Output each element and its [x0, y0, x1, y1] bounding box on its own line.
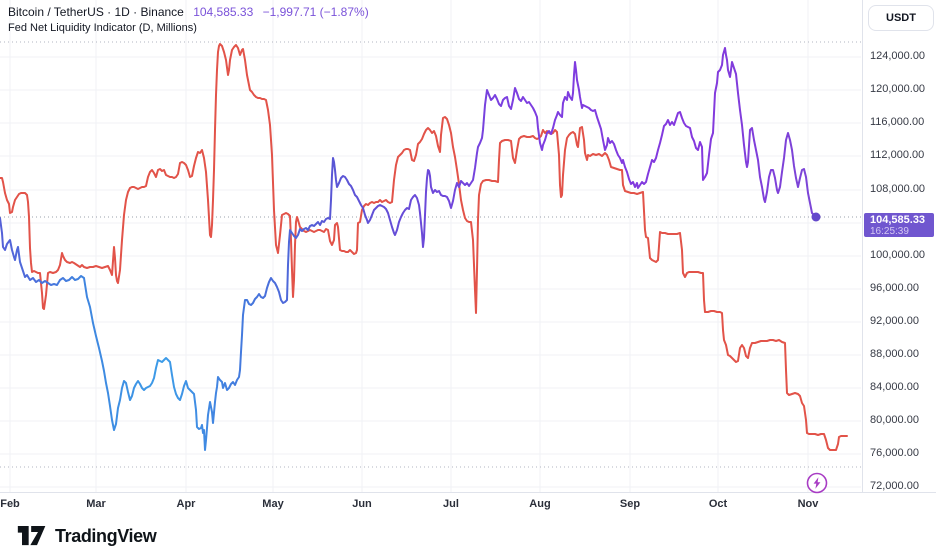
- price-axis-label: 84,000.00: [870, 381, 919, 393]
- time-axis-label: Jun: [352, 498, 372, 510]
- price-axis-label: 120,000.00: [870, 83, 926, 95]
- price-axis-label: 92,000.00: [870, 315, 919, 327]
- price-axis-label: 96,000.00: [870, 282, 919, 294]
- indicator-title[interactable]: Fed Net Liquidity Indicator (D, Millions…: [8, 22, 197, 34]
- price-axis-label: 88,000.00: [870, 348, 919, 360]
- symbol-title[interactable]: Bitcoin / TetherUS · 1D · Binance: [8, 5, 184, 19]
- time-axis-label: Sep: [619, 498, 641, 510]
- price-axis-label: 76,000.00: [870, 447, 919, 459]
- chart-legend[interactable]: Bitcoin / TetherUS · 1D · Binance 104,58…: [8, 5, 369, 34]
- price-axis-label: 108,000.00: [870, 183, 926, 195]
- symbol-change: −1,997.71 (−1.87%): [262, 5, 369, 19]
- price-axis-label: 112,000.00: [870, 149, 925, 161]
- btc-price-line[interactable]: [0, 47, 817, 451]
- time-axis-label: Feb: [0, 498, 20, 510]
- time-axis-label: Nov: [797, 498, 819, 510]
- lightning-bolt-icon: [813, 477, 821, 489]
- time-axis-label: Aug: [529, 498, 551, 510]
- time-axis-label: Apr: [176, 498, 196, 510]
- tradingview-logo[interactable]: TradingView: [17, 525, 157, 547]
- tradingview-logo-text: TradingView: [55, 525, 157, 546]
- chart-canvas[interactable]: [0, 0, 936, 516]
- last-price-badge: 104,585.33 16:25:39: [864, 213, 934, 237]
- fed-net-liquidity-line[interactable]: [0, 43, 848, 451]
- time-axis-label: Oct: [708, 498, 728, 510]
- badge-price: 104,585.33: [870, 214, 926, 226]
- time-axis-label: Jul: [443, 498, 459, 510]
- price-axis-label: 80,000.00: [870, 414, 919, 426]
- price-axis-label: 116,000.00: [870, 116, 925, 128]
- time-axis-label: Mar: [86, 498, 106, 510]
- symbol-last-price: 104,585.33: [193, 5, 254, 19]
- price-axis-label: 100,000.00: [870, 249, 926, 261]
- badge-countdown: 16:25:39: [870, 226, 909, 237]
- price-axis[interactable]: 104,585.33 16:25:39 124,000.00 120,000.00…: [862, 0, 936, 492]
- last-price-dot: [811, 212, 821, 222]
- price-axis-label: 72,000.00: [870, 480, 919, 492]
- price-axis-label: 124,000.00: [870, 50, 926, 62]
- time-axis[interactable]: Feb Mar Apr May Jun Jul Aug Sep Oct Nov: [0, 492, 936, 517]
- instant-trading-button[interactable]: [805, 471, 829, 495]
- tradingview-logo-icon: [17, 526, 46, 546]
- currency-toggle-button[interactable]: USDT: [868, 5, 934, 31]
- time-axis-label: May: [262, 498, 284, 510]
